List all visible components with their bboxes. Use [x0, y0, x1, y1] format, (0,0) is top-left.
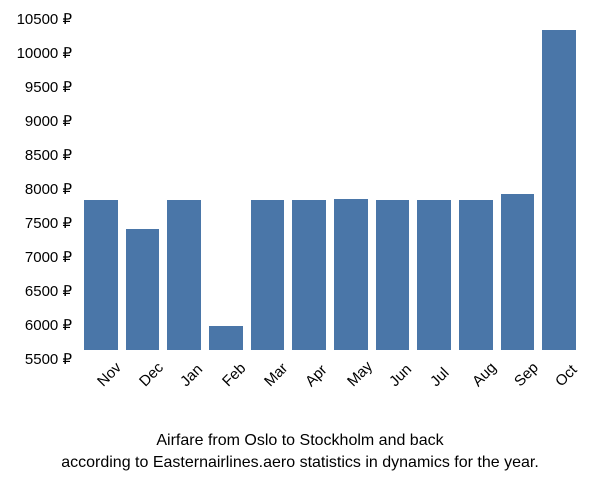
y-axis: 5500 ₽6000 ₽6500 ₽7000 ₽7500 ₽8000 ₽8500… — [0, 10, 80, 350]
bar — [167, 200, 201, 350]
x-axis: NovDecJanFebMarAprMayJunJulAugSepOct — [80, 354, 580, 414]
bar — [501, 194, 535, 350]
bar — [459, 200, 493, 350]
caption-line-1: Airfare from Oslo to Stockholm and back — [156, 432, 443, 449]
bar — [292, 200, 326, 350]
chart-caption: Airfare from Oslo to Stockholm and back … — [0, 430, 600, 475]
bar — [84, 200, 118, 350]
plot-area — [80, 10, 580, 350]
bar — [542, 30, 576, 350]
bar — [376, 200, 410, 350]
bars-group — [80, 10, 580, 350]
bar — [209, 326, 243, 350]
bar — [126, 229, 160, 350]
bar — [251, 200, 285, 350]
bar — [334, 199, 368, 350]
bar — [417, 200, 451, 350]
chart-container: 5500 ₽6000 ₽6500 ₽7000 ₽7500 ₽8000 ₽8500… — [0, 0, 600, 500]
caption-line-2: according to Easternairlines.aero statis… — [61, 454, 539, 471]
